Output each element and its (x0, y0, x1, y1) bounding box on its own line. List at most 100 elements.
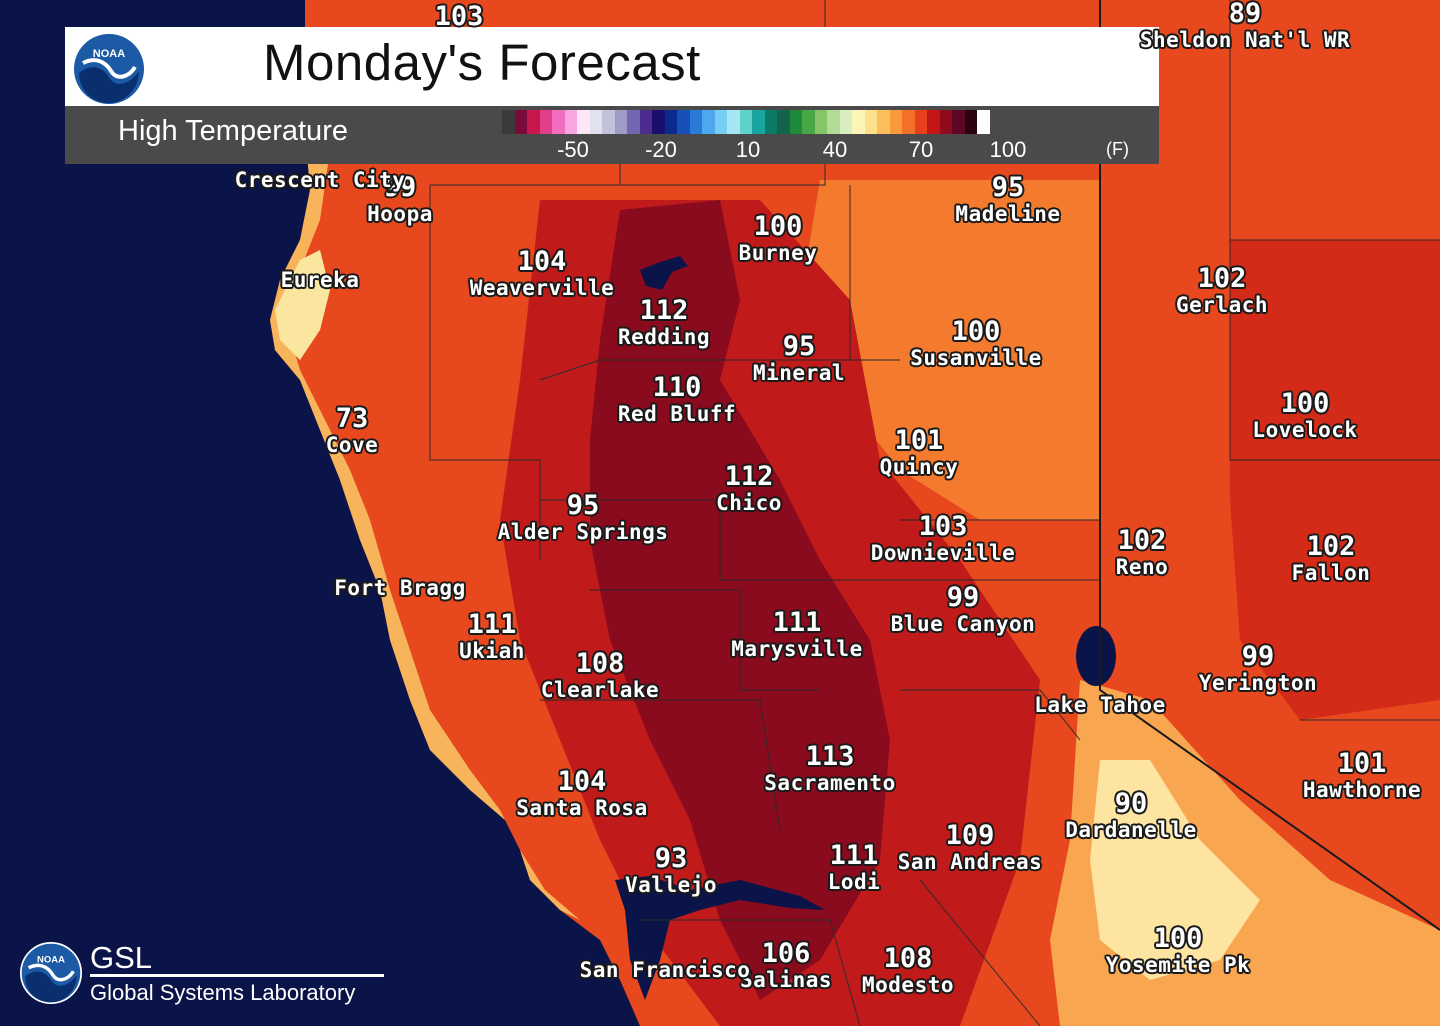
color-swatch (764, 110, 777, 134)
city-name: Yosemite Pk (1105, 953, 1251, 977)
city-label: 103 Downieville (871, 511, 1016, 566)
color-swatch (802, 110, 815, 134)
map-title: Monday's Forecast (263, 34, 701, 91)
city-label: 100 Burney (739, 211, 818, 266)
city-label: 95 Alder Springs (498, 492, 669, 545)
gsl-divider (90, 974, 384, 977)
city-label: 103 (435, 3, 484, 31)
gsl-branding: NOAA GSL Global Systems Laboratory (20, 940, 385, 1006)
color-scale-tick: 10 (735, 137, 761, 162)
color-swatch (814, 110, 827, 134)
city-name: Sacramento (764, 771, 896, 795)
city-label: 99 Yerington (1198, 641, 1318, 696)
city-name: Clearlake (540, 678, 660, 702)
city-name: Hawthorne (1302, 778, 1422, 802)
noaa-logo: NOAA (74, 34, 144, 104)
city-name: Gerlach (1175, 293, 1269, 317)
city-temperature: 103 (434, 1, 484, 32)
city-temperature: 95 (991, 172, 1025, 203)
city-temperature: 108 (575, 648, 625, 679)
coastal-yellow-zone (275, 250, 330, 360)
city-label: 90 Dardanelle (1065, 788, 1196, 843)
color-swatch (602, 110, 615, 134)
color-swatch (939, 110, 952, 134)
city-temperature: 101 (894, 425, 944, 456)
city-name: Lovelock (1252, 418, 1358, 442)
city-name: Mineral (752, 361, 846, 385)
city-temperature: 73 (335, 403, 369, 434)
color-swatch (739, 110, 752, 134)
city-name: Reno (1115, 555, 1169, 579)
city-temperature: 100 (753, 211, 803, 242)
color-swatch (639, 110, 652, 134)
city-name: Fallon (1291, 561, 1371, 585)
city-temperature: 100 (951, 316, 1001, 347)
city-temperature: 102 (1197, 263, 1247, 294)
city-name: Redding (617, 325, 711, 349)
city-label: 101 Hawthorne (1302, 750, 1422, 803)
city-name: Susanville (910, 346, 1042, 370)
city-name: Lake Tahoe (1034, 693, 1166, 717)
city-name: Eureka (280, 268, 360, 292)
city-label: San Francisco (580, 930, 751, 982)
city-temperature: 103 (918, 511, 968, 542)
city-temperature: 109 (945, 820, 995, 851)
city-label: 104 Santa Rosa (516, 766, 647, 821)
city-temperature: 102 (1306, 531, 1356, 562)
city-temperature: 90 (1114, 788, 1148, 819)
city-label: 99 Blue Canyon (890, 582, 1036, 637)
city-name: Weaverville (469, 276, 615, 300)
city-label: 104 Weaverville (469, 248, 615, 301)
city-label: 111 Marysville (731, 609, 862, 662)
city-temperature-spacer (580, 930, 751, 958)
city-name: Yerington (1198, 671, 1318, 695)
color-swatch (839, 110, 852, 134)
color-swatch (864, 110, 877, 134)
color-swatch (714, 110, 727, 134)
city-label: 106 Salinas (739, 940, 833, 993)
nevada-hot-zone (1230, 240, 1440, 720)
color-swatch (527, 110, 540, 134)
city-name: Salinas (739, 968, 833, 992)
color-swatch (789, 110, 802, 134)
color-swatch (689, 110, 702, 134)
city-temperature: 99 (1241, 641, 1275, 672)
color-swatch (977, 110, 990, 134)
city-temperature: 113 (805, 741, 855, 772)
city-label: 111 Lodi (827, 842, 881, 895)
city-name: Blue Canyon (890, 612, 1036, 636)
city-label: 102 Fallon (1291, 531, 1371, 586)
city-label: 102 Reno (1115, 525, 1169, 580)
color-scale-tick: 100 (989, 137, 1027, 162)
lake-tahoe-water (1076, 626, 1116, 686)
city-name: Madeline (955, 202, 1061, 226)
city-temperature: 104 (557, 766, 607, 797)
city-label: 108 Clearlake (540, 648, 660, 703)
city-temperature: 102 (1117, 525, 1167, 556)
color-scale-units: (F) (1106, 139, 1129, 159)
color-swatch (727, 110, 740, 134)
noaa-logo-small: NOAA (20, 942, 82, 1004)
gsl-abbreviation: GSL (90, 940, 153, 975)
color-swatch (952, 110, 965, 134)
color-scale-tick: 70 (908, 137, 934, 162)
city-label: 100 Yosemite Pk (1105, 925, 1251, 978)
city-temperature: 99 (946, 582, 980, 613)
city-temperature: 95 (782, 331, 816, 362)
color-swatch (589, 110, 602, 134)
color-swatch (902, 110, 915, 134)
state-border (1099, 0, 1440, 931)
city-label: Fort Bragg (334, 548, 465, 600)
city-temperature: 112 (724, 461, 774, 492)
color-scale (502, 110, 990, 134)
city-temperature: 111 (467, 609, 517, 640)
city-name: Fort Bragg (334, 576, 466, 600)
city-name: Lodi (827, 870, 881, 894)
color-swatch (964, 110, 977, 134)
color-swatch (627, 110, 640, 134)
city-label: 110 Red Bluff (618, 374, 736, 427)
city-temperature: 112 (639, 295, 689, 326)
city-temperature: 100 (1280, 388, 1330, 419)
